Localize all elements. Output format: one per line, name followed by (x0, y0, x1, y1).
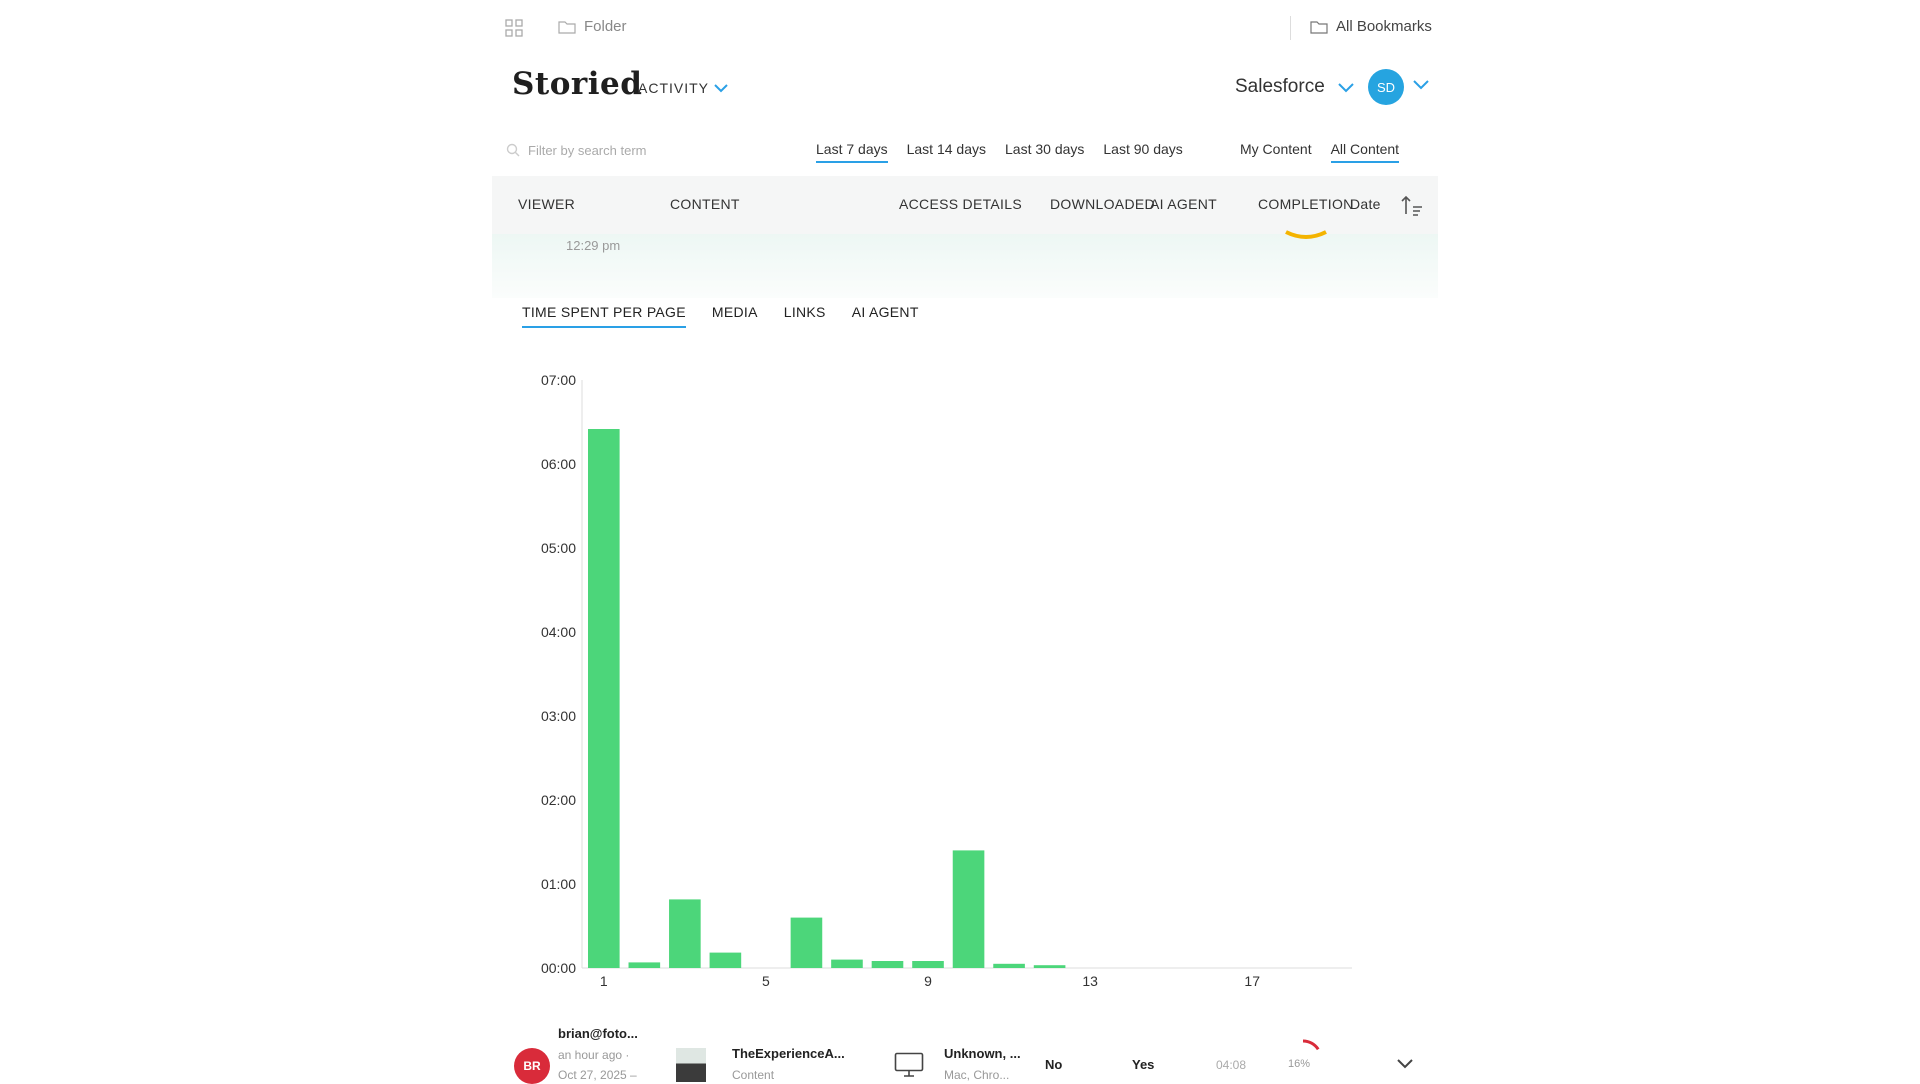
y-tick-label: 01:00 (541, 876, 576, 892)
bar-page-1 (588, 429, 620, 968)
bar-page-4 (709, 952, 742, 968)
y-tick-label: 04:00 (541, 624, 576, 640)
bar-page-6 (790, 917, 823, 968)
search-input[interactable]: Filter by search term (528, 142, 647, 158)
all-bookmarks-label: All Bookmarks (1336, 18, 1432, 35)
section-selector[interactable]: ACTIVITY (638, 80, 729, 96)
viewed-ago: an hour ago · (558, 1048, 630, 1062)
bookmarks-divider (1290, 16, 1291, 40)
chevron-down-icon[interactable] (1412, 79, 1430, 90)
column-date[interactable]: Date (1350, 196, 1381, 212)
app-panel: Folder All Bookmarks Storied ACTIVITY Sa… (492, 0, 1438, 1084)
scope-tab-all-content[interactable]: All Content (1330, 141, 1400, 163)
crm-label: Salesforce (1235, 76, 1325, 97)
table-row[interactable]: BR brian@foto... an hour ago · Oct 27, 2… (492, 1022, 1438, 1084)
bar-page-9 (912, 961, 944, 968)
bar-page-11 (993, 963, 1025, 968)
access-device: Mac, Chro... (944, 1068, 1010, 1082)
scope-tab-my-content[interactable]: My Content (1240, 141, 1312, 157)
access-location: Unknown, ... (944, 1046, 1021, 1061)
column-completion[interactable]: COMPLETION (1258, 196, 1354, 212)
y-tick-label: 05:00 (541, 540, 576, 556)
sort-ascending-icon[interactable] (1400, 194, 1424, 216)
tab-media[interactable]: MEDIA (711, 304, 758, 320)
expand-row-chevron-icon[interactable] (1396, 1058, 1414, 1069)
bar-page-7 (831, 959, 863, 968)
column-access-details[interactable]: ACCESS DETAILS (899, 196, 1022, 212)
bookmarks-bar: Folder All Bookmarks (492, 10, 1438, 46)
bar-page-3 (669, 899, 701, 968)
x-tick-label: 13 (1082, 973, 1098, 989)
content-scope-tabs: My Content All Content (1240, 141, 1400, 163)
column-content[interactable]: CONTENT (670, 196, 740, 212)
duration-value: 04:08 (1216, 1058, 1247, 1072)
column-downloaded[interactable]: DOWNLOADED (1050, 196, 1155, 212)
viewer-avatar: BR (514, 1048, 550, 1084)
bar-page-12 (1033, 965, 1066, 968)
apps-grid-icon[interactable] (504, 18, 524, 38)
user-avatar[interactable]: SD (1368, 69, 1404, 105)
y-tick-label: 07:00 (541, 372, 576, 388)
bookmark-folder-label: Folder (584, 18, 627, 35)
chevron-down-icon (714, 84, 728, 93)
completion-ring-arc (1302, 1039, 1320, 1051)
date-range-tabs: Last 7 days Last 14 days Last 30 days La… (816, 141, 1183, 163)
content-title[interactable]: TheExperienceA... (732, 1046, 845, 1061)
section-label: ACTIVITY (638, 80, 710, 96)
completion-percent: 16% (1288, 1058, 1311, 1070)
x-tick-label: 5 (762, 973, 770, 989)
tab-time-spent-per-page[interactable]: TIME SPENT PER PAGE (522, 304, 686, 328)
table-header: VIEWER CONTENT ACCESS DETAILS DOWNLOADED… (492, 176, 1438, 234)
chevron-down-icon (1338, 82, 1354, 92)
search-field[interactable]: Filter by search term (506, 138, 786, 162)
x-tick-label: 9 (924, 973, 932, 989)
expanded-row-summary[interactable] (492, 234, 1438, 298)
storied-logo[interactable]: Storied (512, 66, 643, 102)
range-tab-7-days[interactable]: Last 7 days (816, 141, 888, 163)
downloaded-value: No (1045, 1057, 1063, 1072)
y-tick-label: 06:00 (541, 456, 576, 472)
y-tick-label: 00:00 (541, 960, 576, 976)
x-tick-label: 1 (600, 973, 608, 989)
bar-page-10 (952, 850, 985, 968)
range-tab-90-days[interactable]: Last 90 days (1103, 141, 1183, 157)
crm-selector[interactable]: Salesforce (1235, 76, 1355, 98)
x-tick-label: 17 (1244, 973, 1260, 989)
content-thumbnail (676, 1048, 706, 1082)
column-viewer[interactable]: VIEWER (518, 196, 576, 212)
folder-icon (558, 20, 576, 34)
ai-agent-value: Yes (1132, 1057, 1155, 1072)
time-per-page-chart: 00:00 01:00 02:00 03:00 04:00 05:00 06:00 07:00… (541, 372, 1352, 989)
all-bookmarks-button[interactable]: All Bookmarks (1310, 18, 1432, 35)
tab-links[interactable]: LINKS (783, 304, 826, 320)
desktop-icon (894, 1052, 924, 1077)
viewed-date: Oct 27, 2025 – (558, 1068, 637, 1082)
column-ai-agent[interactable]: AI AGENT (1150, 196, 1217, 212)
folder-icon (1310, 20, 1328, 34)
viewer-email: brian@foto... (558, 1026, 638, 1041)
range-tab-14-days[interactable]: Last 14 days (906, 141, 986, 157)
content-type: Content (732, 1068, 775, 1082)
y-tick-label: 03:00 (541, 708, 576, 724)
bar-page-8 (871, 961, 904, 968)
y-tick-label: 02:00 (541, 792, 576, 808)
completion-ring-partial (1285, 230, 1327, 239)
tab-ai-agent[interactable]: AI AGENT (851, 304, 919, 320)
search-icon (506, 143, 520, 157)
completion-ring (1302, 1039, 1320, 1051)
bookmark-folder[interactable]: Folder (558, 18, 627, 35)
range-tab-30-days[interactable]: Last 30 days (1005, 141, 1085, 157)
detail-tabs: TIME SPENT PER PAGE MEDIA LINKS AI AGENT (522, 304, 919, 328)
row-time: 12:29 pm (566, 238, 621, 253)
bar-page-2 (628, 962, 661, 968)
